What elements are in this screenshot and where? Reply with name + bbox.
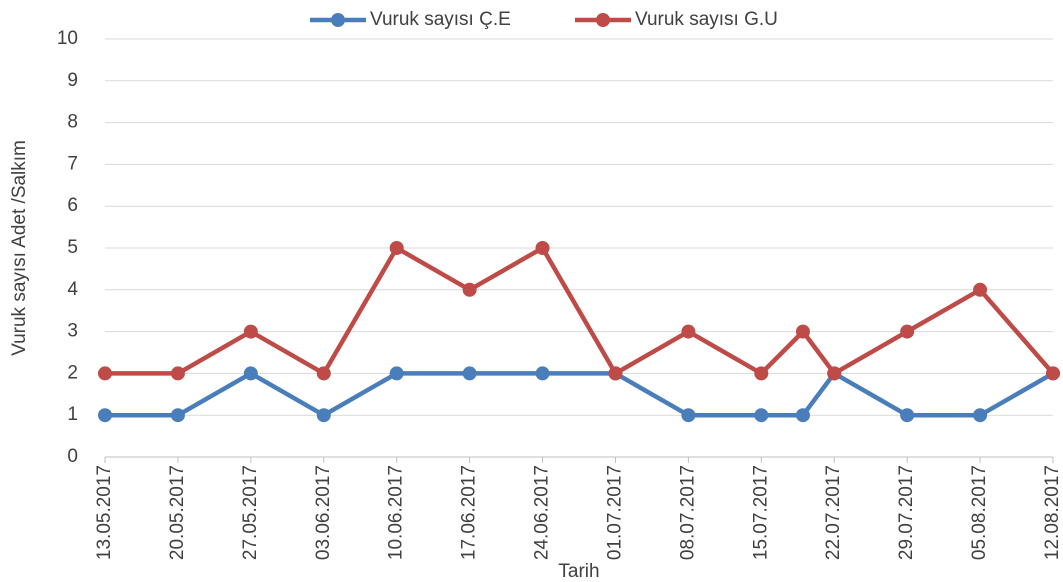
y-tick-label: 2 — [67, 362, 78, 383]
marker — [462, 282, 477, 297]
x-tick-label: 05.08.2017 — [969, 465, 990, 560]
x-tick-label: 15.07.2017 — [750, 465, 771, 560]
marker — [973, 408, 988, 423]
y-tick-label: 8 — [67, 112, 78, 133]
marker — [98, 408, 112, 423]
x-tick-label: 12.08.2017 — [1042, 465, 1063, 560]
legend-marker — [596, 13, 610, 27]
x-tick-label: 01.07.2017 — [604, 465, 625, 560]
marker — [795, 324, 810, 339]
y-tick-label: 9 — [67, 70, 78, 91]
marker — [98, 366, 112, 381]
x-tick-label: 13.05.2017 — [94, 465, 115, 560]
marker — [462, 366, 477, 381]
x-tick-label: 08.07.2017 — [677, 465, 698, 560]
marker — [243, 324, 258, 339]
y-tick-label: 6 — [67, 195, 78, 216]
x-tick-label: 27.05.2017 — [240, 465, 261, 560]
x-tick-label: 20.05.2017 — [167, 465, 188, 560]
x-tick-label: 17.06.2017 — [459, 465, 480, 560]
x-tick-label: 22.07.2017 — [823, 465, 844, 560]
marker — [900, 408, 915, 423]
y-tick-label: 3 — [67, 321, 78, 342]
y-axis-label: Vuruk sayısı Adet /Salkım — [9, 140, 30, 356]
y-tick-label: 10 — [57, 28, 78, 49]
x-axis-label: Tarih — [558, 561, 599, 582]
x-tick-label: 24.06.2017 — [532, 465, 553, 560]
marker — [827, 366, 842, 381]
marker — [535, 241, 550, 255]
marker — [316, 366, 331, 381]
marker — [170, 408, 185, 423]
marker — [900, 324, 915, 339]
legend-marker — [331, 13, 345, 27]
marker — [389, 241, 404, 255]
marker — [316, 408, 331, 423]
marker — [608, 366, 623, 381]
marker — [389, 366, 404, 381]
marker — [754, 408, 769, 423]
marker — [973, 282, 988, 297]
marker — [535, 366, 550, 381]
x-tick-label: 03.06.2017 — [313, 465, 334, 560]
marker — [681, 324, 696, 339]
y-tick-label: 5 — [67, 237, 78, 258]
y-tick-label: 4 — [67, 279, 78, 300]
x-tick-label: 29.07.2017 — [896, 465, 917, 560]
legend-label: Vuruk sayısı G.U — [635, 9, 778, 30]
marker — [754, 366, 769, 381]
series-line — [105, 371, 1055, 418]
marker — [795, 408, 810, 423]
marker — [170, 366, 185, 381]
y-tick-label: 7 — [67, 153, 78, 174]
marker — [1046, 366, 1060, 381]
y-tick-label: 0 — [67, 446, 78, 467]
series-line — [105, 245, 1055, 376]
legend-label: Vuruk sayısı Ç.E — [370, 9, 511, 30]
marker — [681, 408, 696, 423]
x-tick-label: 10.06.2017 — [386, 465, 407, 560]
y-tick-label: 1 — [67, 404, 78, 425]
marker — [243, 366, 258, 381]
